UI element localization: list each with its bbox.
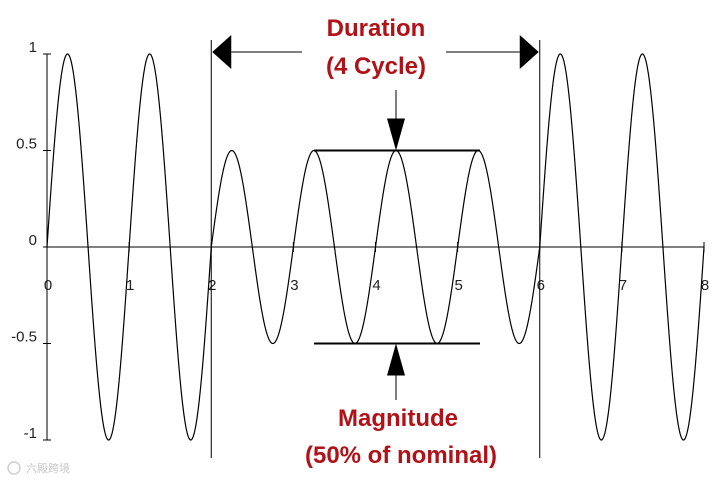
x-axis-ticks: 0 1 2 3 4 5 6 7 8 — [44, 242, 709, 294]
y-axis-ticks: 1 0.5 0 -0.5 -1 — [11, 39, 51, 442]
duration-label: Duration — [327, 15, 426, 42]
y-tick-label: 0 — [29, 232, 37, 249]
watermark-icon — [7, 461, 21, 475]
magnitude-percent-label: (50% of nominal) — [305, 442, 497, 469]
x-tick-label: 5 — [454, 277, 462, 294]
magnitude-bottom-arrow-head — [387, 343, 405, 376]
duration-arrow-right-head — [519, 35, 539, 69]
y-tick-label: 1 — [29, 39, 37, 56]
x-tick-label: 3 — [290, 277, 298, 294]
magnitude-top-arrow-head — [387, 118, 405, 151]
duration-arrow-left-head — [212, 35, 232, 69]
series-layer — [46, 53, 705, 441]
x-tick-label: 2 — [208, 277, 216, 294]
x-tick-label: 8 — [701, 277, 709, 294]
y-tick-label: 0.5 — [16, 136, 37, 153]
event-markers — [210, 35, 541, 458]
x-tick-label: 0 — [44, 277, 52, 294]
watermark: 六殿跨境 — [7, 461, 70, 475]
sine-wave-series — [46, 53, 705, 441]
y-tick-label: -0.5 — [11, 329, 37, 346]
watermark-text: 六殿跨境 — [26, 461, 70, 475]
magnitude-label: Magnitude — [338, 405, 458, 432]
x-tick-label: 7 — [619, 277, 627, 294]
x-tick-label: 6 — [537, 277, 545, 294]
x-tick-label: 4 — [372, 277, 380, 294]
y-tick-label: -1 — [24, 425, 37, 442]
annotations: Duration (4 Cycle) Magnitude (50% of nom… — [305, 15, 497, 469]
x-tick-label: 1 — [126, 277, 134, 294]
duration-cycles-label: (4 Cycle) — [326, 53, 426, 80]
